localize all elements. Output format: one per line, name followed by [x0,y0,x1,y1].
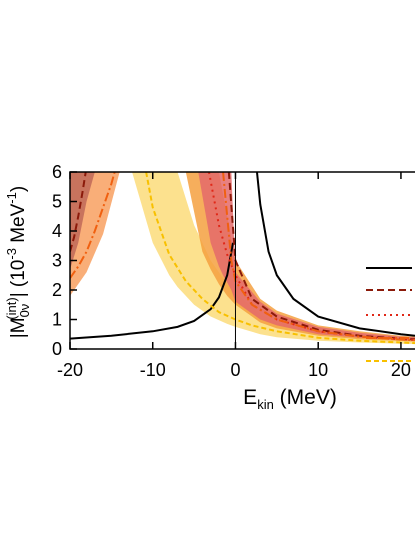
y-tick-label: 4 [52,221,62,241]
axis-title-part: -1 [4,192,19,204]
band [132,172,415,344]
axis-title-part: | (10 [8,260,29,298]
bands [70,172,415,344]
axis-title-part: (int) [4,297,19,319]
y-tick-label: 1 [52,310,62,330]
axes: -20 -10 0 10 20 0 1 2 3 4 5 6 [52,162,415,380]
y-tick-label: 2 [52,280,62,300]
y-tick-label: 5 [52,192,62,212]
axis-title-part: -3 [4,248,19,260]
axis-title-part: kin [257,397,274,412]
x-axis-title: Ekin (MeV) [243,386,337,412]
band [198,172,415,341]
band [70,172,95,270]
axis-title-part: |M [8,317,29,338]
x-tick-label: 20 [391,360,411,380]
x-tick-label: -10 [140,360,166,380]
axis-title-part: E [243,386,257,409]
y-tick-label: 6 [52,162,62,182]
legend [366,267,412,362]
x-tick-label: -20 [57,360,83,380]
axis-title-part: (MeV) [274,386,337,409]
series-line [70,172,415,340]
x-tick-label: 0 [230,360,240,380]
y-tick-label: 0 [52,339,62,359]
x-tick-label: 10 [308,360,328,380]
axis-title-part: ) [8,186,29,192]
y-axis-title: |M0ν(int)| (10-3 MeV-1) [4,186,32,338]
axis-title-part: MeV [8,203,29,248]
y-tick-label: 3 [52,251,62,271]
axis-title-part: 0ν [17,304,32,318]
